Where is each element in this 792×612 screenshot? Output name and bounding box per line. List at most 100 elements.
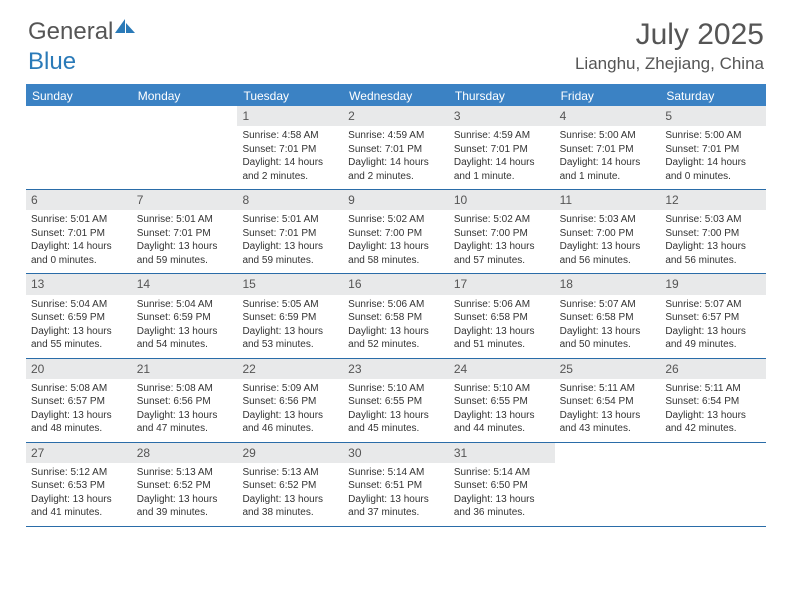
day-line: Sunset: 7:01 PM: [242, 227, 338, 241]
day-number: 9: [343, 190, 449, 210]
day-line: Sunrise: 5:00 AM: [560, 129, 656, 143]
day-number: 17: [449, 274, 555, 294]
day-line: Daylight: 13 hours: [242, 240, 338, 254]
weekday-header-row: SundayMondayTuesdayWednesdayThursdayFrid…: [26, 86, 766, 106]
day-cell: 21Sunrise: 5:08 AMSunset: 6:56 PMDayligh…: [132, 359, 238, 442]
day-line: and 43 minutes.: [560, 422, 656, 436]
day-cell: 2Sunrise: 4:59 AMSunset: 7:01 PMDaylight…: [343, 106, 449, 189]
day-line: and 59 minutes.: [242, 254, 338, 268]
day-line: and 41 minutes.: [31, 506, 127, 520]
day-cell: 20Sunrise: 5:08 AMSunset: 6:57 PMDayligh…: [26, 359, 132, 442]
day-line: Daylight: 13 hours: [137, 493, 233, 507]
day-line: Sunset: 7:01 PM: [31, 227, 127, 241]
day-number: 31: [449, 443, 555, 463]
day-line: Sunset: 7:01 PM: [560, 143, 656, 157]
day-body: Sunrise: 5:03 AMSunset: 7:00 PMDaylight:…: [660, 210, 766, 273]
day-line: Daylight: 14 hours: [348, 156, 444, 170]
day-number: 30: [343, 443, 449, 463]
day-cell: 22Sunrise: 5:09 AMSunset: 6:56 PMDayligh…: [237, 359, 343, 442]
day-line: Sunrise: 5:06 AM: [454, 298, 550, 312]
day-line: Daylight: 14 hours: [242, 156, 338, 170]
day-line: Sunset: 6:56 PM: [137, 395, 233, 409]
day-line: and 52 minutes.: [348, 338, 444, 352]
day-line: Sunrise: 5:11 AM: [560, 382, 656, 396]
day-line: Sunset: 6:53 PM: [31, 479, 127, 493]
day-line: Sunrise: 4:59 AM: [454, 129, 550, 143]
day-line: Sunrise: 5:08 AM: [137, 382, 233, 396]
day-body: Sunrise: 5:08 AMSunset: 6:57 PMDaylight:…: [26, 379, 132, 442]
day-number: 28: [132, 443, 238, 463]
logo-text-a: General: [28, 18, 113, 46]
day-cell: 5Sunrise: 5:00 AMSunset: 7:01 PMDaylight…: [660, 106, 766, 189]
day-line: Daylight: 13 hours: [454, 325, 550, 339]
day-line: Daylight: 13 hours: [560, 325, 656, 339]
day-cell: [555, 443, 661, 526]
day-line: Sunset: 6:52 PM: [242, 479, 338, 493]
day-body: Sunrise: 5:02 AMSunset: 7:00 PMDaylight:…: [449, 210, 555, 273]
day-line: Daylight: 14 hours: [31, 240, 127, 254]
day-line: Daylight: 13 hours: [454, 409, 550, 423]
day-line: Sunrise: 4:58 AM: [242, 129, 338, 143]
day-line: Sunrise: 5:03 AM: [560, 213, 656, 227]
day-line: Sunset: 6:57 PM: [31, 395, 127, 409]
day-line: Daylight: 13 hours: [137, 240, 233, 254]
day-cell: 13Sunrise: 5:04 AMSunset: 6:59 PMDayligh…: [26, 274, 132, 357]
day-body: Sunrise: 5:12 AMSunset: 6:53 PMDaylight:…: [26, 463, 132, 526]
day-line: Sunset: 6:59 PM: [242, 311, 338, 325]
day-line: and 54 minutes.: [137, 338, 233, 352]
day-line: Daylight: 13 hours: [665, 409, 761, 423]
day-line: Daylight: 14 hours: [665, 156, 761, 170]
day-line: and 36 minutes.: [454, 506, 550, 520]
day-cell: 12Sunrise: 5:03 AMSunset: 7:00 PMDayligh…: [660, 190, 766, 273]
day-body: Sunrise: 5:01 AMSunset: 7:01 PMDaylight:…: [26, 210, 132, 273]
day-line: Daylight: 13 hours: [560, 240, 656, 254]
location: Lianghu, Zhejiang, China: [575, 54, 764, 74]
day-cell: 28Sunrise: 5:13 AMSunset: 6:52 PMDayligh…: [132, 443, 238, 526]
day-number: 10: [449, 190, 555, 210]
day-cell: 14Sunrise: 5:04 AMSunset: 6:59 PMDayligh…: [132, 274, 238, 357]
day-number: 22: [237, 359, 343, 379]
day-number: 2: [343, 106, 449, 126]
day-number: 21: [132, 359, 238, 379]
day-line: Sunrise: 5:14 AM: [454, 466, 550, 480]
day-line: and 59 minutes.: [137, 254, 233, 268]
logo: General: [28, 18, 141, 46]
day-body: Sunrise: 5:13 AMSunset: 6:52 PMDaylight:…: [237, 463, 343, 526]
day-number: 16: [343, 274, 449, 294]
day-number: 3: [449, 106, 555, 126]
day-line: Daylight: 13 hours: [242, 493, 338, 507]
day-body: Sunrise: 5:07 AMSunset: 6:57 PMDaylight:…: [660, 295, 766, 358]
day-line: Daylight: 13 hours: [348, 493, 444, 507]
day-line: Sunset: 7:01 PM: [348, 143, 444, 157]
day-line: Sunrise: 5:02 AM: [348, 213, 444, 227]
day-line: Daylight: 13 hours: [31, 409, 127, 423]
day-line: Sunset: 7:00 PM: [560, 227, 656, 241]
day-line: and 58 minutes.: [348, 254, 444, 268]
day-line: Sunrise: 5:09 AM: [242, 382, 338, 396]
day-line: and 56 minutes.: [560, 254, 656, 268]
day-line: Sunset: 6:58 PM: [560, 311, 656, 325]
day-line: and 0 minutes.: [31, 254, 127, 268]
day-line: Sunrise: 5:01 AM: [242, 213, 338, 227]
day-line: Sunset: 6:58 PM: [454, 311, 550, 325]
day-body: Sunrise: 5:10 AMSunset: 6:55 PMDaylight:…: [343, 379, 449, 442]
week-row: 13Sunrise: 5:04 AMSunset: 6:59 PMDayligh…: [26, 274, 766, 358]
day-body: Sunrise: 5:02 AMSunset: 7:00 PMDaylight:…: [343, 210, 449, 273]
day-body: Sunrise: 5:09 AMSunset: 6:56 PMDaylight:…: [237, 379, 343, 442]
day-line: Sunset: 6:54 PM: [665, 395, 761, 409]
logo-text-b: Blue: [28, 48, 76, 76]
day-line: Sunset: 6:55 PM: [454, 395, 550, 409]
logo-sail-icon: [113, 17, 139, 42]
day-line: and 56 minutes.: [665, 254, 761, 268]
day-line: Sunrise: 5:05 AM: [242, 298, 338, 312]
day-line: and 0 minutes.: [665, 170, 761, 184]
day-body: Sunrise: 5:14 AMSunset: 6:51 PMDaylight:…: [343, 463, 449, 526]
day-body: Sunrise: 5:00 AMSunset: 7:01 PMDaylight:…: [555, 126, 661, 189]
day-cell: [26, 106, 132, 189]
day-number: 13: [26, 274, 132, 294]
day-number: 5: [660, 106, 766, 126]
day-line: and 47 minutes.: [137, 422, 233, 436]
day-line: Sunset: 7:01 PM: [137, 227, 233, 241]
day-line: Sunrise: 5:03 AM: [665, 213, 761, 227]
day-number: 19: [660, 274, 766, 294]
